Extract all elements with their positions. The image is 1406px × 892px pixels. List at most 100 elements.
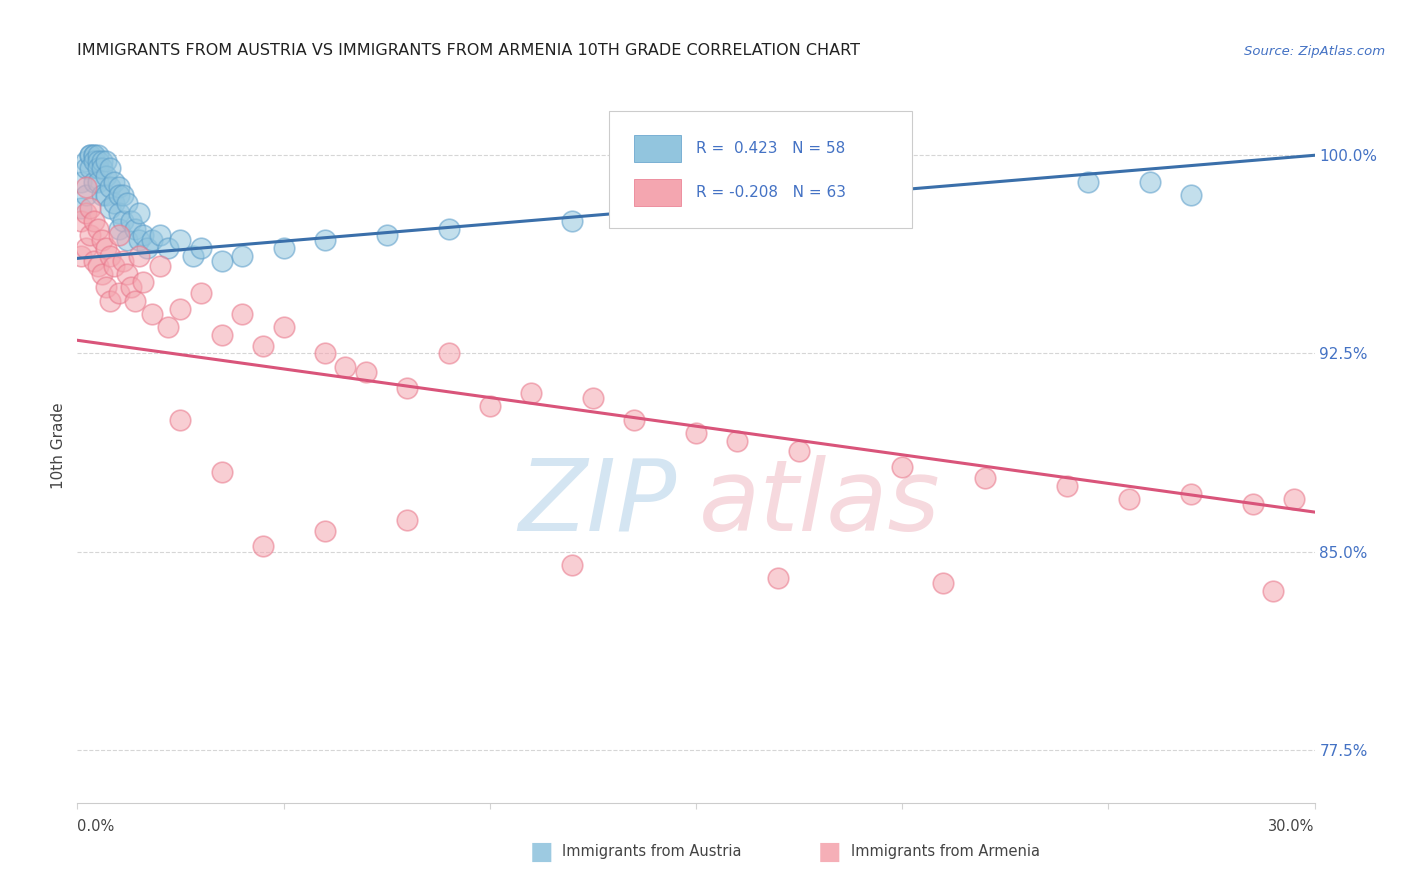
Point [1282, 491, 1305, 506]
Point [478, 400, 501, 414]
Text: Source: ZipAtlas.com: Source: ZipAtlas.com [1244, 45, 1385, 58]
Point [115, 233, 138, 247]
Point [190, 285, 212, 300]
Point [190, 241, 212, 255]
Point [107, 206, 129, 220]
Point [1263, 584, 1285, 599]
Point [132, 227, 155, 242]
Text: ■: ■ [530, 840, 553, 863]
Point [91, 188, 114, 202]
Point [120, 214, 142, 228]
Point [107, 180, 129, 194]
Point [128, 249, 150, 263]
Point [87, 260, 110, 274]
Point [181, 249, 204, 263]
Point [396, 513, 419, 527]
Point [115, 195, 138, 210]
Point [70, 249, 93, 263]
Point [79, 227, 101, 242]
Point [79, 148, 101, 162]
Point [252, 338, 274, 352]
Point [96, 280, 118, 294]
Point [314, 524, 336, 538]
Point [120, 280, 142, 294]
Point [91, 267, 114, 281]
Point [96, 153, 118, 168]
Point [314, 346, 336, 360]
Point [685, 425, 707, 440]
Point [725, 434, 748, 448]
Point [98, 180, 121, 194]
Point [87, 222, 110, 236]
Point [91, 161, 114, 176]
Point [1180, 188, 1202, 202]
Point [79, 148, 101, 162]
Point [98, 201, 121, 215]
Text: Immigrants from Armenia: Immigrants from Armenia [851, 845, 1039, 859]
Point [128, 233, 150, 247]
Point [79, 161, 101, 176]
Point [396, 381, 419, 395]
Point [103, 195, 125, 210]
Point [141, 307, 163, 321]
Point [83, 148, 105, 162]
Y-axis label: 10th Grade: 10th Grade [51, 402, 66, 490]
Text: R = -0.208   N = 63: R = -0.208 N = 63 [696, 186, 846, 200]
Point [70, 214, 93, 228]
Point [808, 206, 831, 220]
Point [211, 466, 233, 480]
Point [437, 222, 460, 236]
Point [75, 161, 97, 176]
Text: Immigrants from Austria: Immigrants from Austria [562, 845, 742, 859]
Point [141, 233, 163, 247]
Point [314, 233, 336, 247]
Point [107, 222, 129, 236]
Point [87, 161, 110, 176]
Point [973, 471, 995, 485]
Point [124, 293, 146, 308]
Point [157, 320, 180, 334]
Point [149, 227, 172, 242]
Point [96, 169, 118, 184]
Point [891, 460, 914, 475]
Point [115, 267, 138, 281]
Point [87, 175, 110, 189]
Point [768, 571, 790, 585]
Point [136, 241, 159, 255]
Text: 30.0%: 30.0% [1268, 819, 1315, 834]
Point [1241, 497, 1264, 511]
Point [437, 346, 460, 360]
Point [932, 576, 955, 591]
Point [75, 180, 97, 194]
Point [149, 260, 172, 274]
Point [87, 148, 110, 162]
Text: 0.0%: 0.0% [77, 819, 114, 834]
Point [273, 320, 295, 334]
Point [273, 241, 295, 255]
Point [75, 206, 97, 220]
Point [91, 153, 114, 168]
Text: ZIP: ZIP [517, 455, 676, 551]
Point [354, 365, 377, 379]
Point [107, 285, 129, 300]
Point [111, 188, 134, 202]
FancyBboxPatch shape [634, 179, 681, 206]
Point [96, 241, 118, 255]
Point [70, 201, 93, 215]
Point [252, 540, 274, 554]
Point [128, 206, 150, 220]
Point [231, 249, 253, 263]
Point [124, 222, 146, 236]
Point [169, 412, 191, 426]
Point [83, 175, 105, 189]
Text: ■: ■ [818, 840, 841, 863]
Point [211, 254, 233, 268]
Point [231, 307, 253, 321]
Point [98, 293, 121, 308]
Point [107, 227, 129, 242]
Text: R =  0.423   N = 58: R = 0.423 N = 58 [696, 141, 845, 156]
Point [98, 161, 121, 176]
Point [91, 233, 114, 247]
Point [79, 201, 101, 215]
Point [111, 254, 134, 268]
